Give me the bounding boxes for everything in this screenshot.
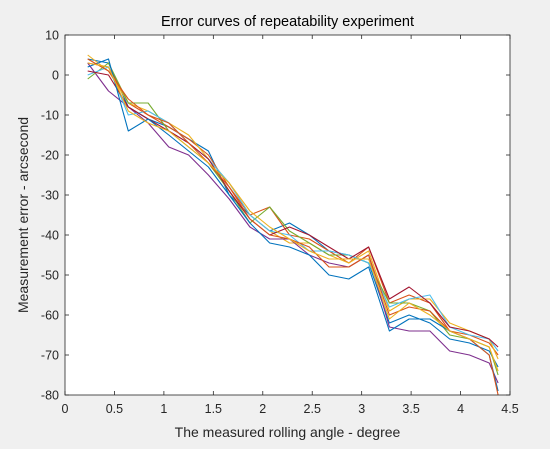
x-tick-label: 2.5	[304, 402, 321, 416]
x-tick-label: 1.5	[205, 402, 222, 416]
x-tick-label: 0	[62, 402, 69, 416]
y-axis-label: Measurement error - arcsecond	[15, 117, 31, 313]
y-tick-label: 10	[45, 29, 59, 43]
x-tick-label: 4	[457, 402, 464, 416]
series-line-9	[87, 58, 499, 396]
x-tick-label: 4.5	[501, 402, 518, 416]
x-tick-labels: 0 0.5 1 1.5 2 2.5 3 3.5 4 4.5	[62, 402, 519, 416]
y-tick-label: 0	[52, 69, 59, 83]
series-line-7	[87, 70, 499, 348]
plot-frame	[64, 34, 511, 396]
plot-area	[65, 35, 510, 395]
y-tick-label: -60	[41, 309, 59, 323]
x-tick-label: 2	[259, 402, 266, 416]
x-tick-label: 1	[160, 402, 167, 416]
series-line-1	[87, 58, 499, 368]
y-tick-labels: 10 0 -10 -20 -30 -40 -50 -60 -70 -80	[41, 29, 59, 403]
x-tick-label: 3.5	[402, 402, 419, 416]
y-tick-label: -40	[41, 229, 59, 243]
y-tick-label: -30	[41, 189, 59, 203]
x-axis-label: The measured rolling angle - degree	[175, 424, 401, 440]
x-tick-label: 3	[358, 402, 365, 416]
y-tick-label: -10	[41, 109, 59, 123]
y-tick-label: -80	[41, 389, 59, 403]
series-line-4	[87, 62, 499, 384]
y-tick-label: -50	[41, 269, 59, 283]
y-tick-label: -70	[41, 349, 59, 363]
series-line-10	[87, 62, 499, 372]
x-tick-label: 0.5	[106, 402, 123, 416]
tick-marks	[64, 34, 511, 396]
y-tick-label: -20	[41, 149, 59, 163]
chart-title: Error curves of repeatability experiment	[161, 14, 414, 30]
series-layer	[87, 54, 499, 396]
